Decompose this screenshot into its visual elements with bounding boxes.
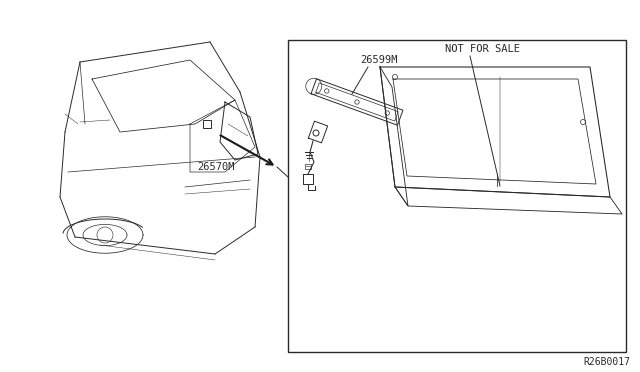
- Text: R26B0017: R26B0017: [583, 357, 630, 367]
- Text: NOT FOR SALE: NOT FOR SALE: [445, 44, 520, 54]
- Bar: [203, 120, 211, 128]
- Text: 26599M: 26599M: [360, 55, 397, 65]
- Text: 26570M: 26570M: [197, 162, 234, 172]
- Bar: [288, 40, 626, 352]
- Bar: [305, 164, 311, 169]
